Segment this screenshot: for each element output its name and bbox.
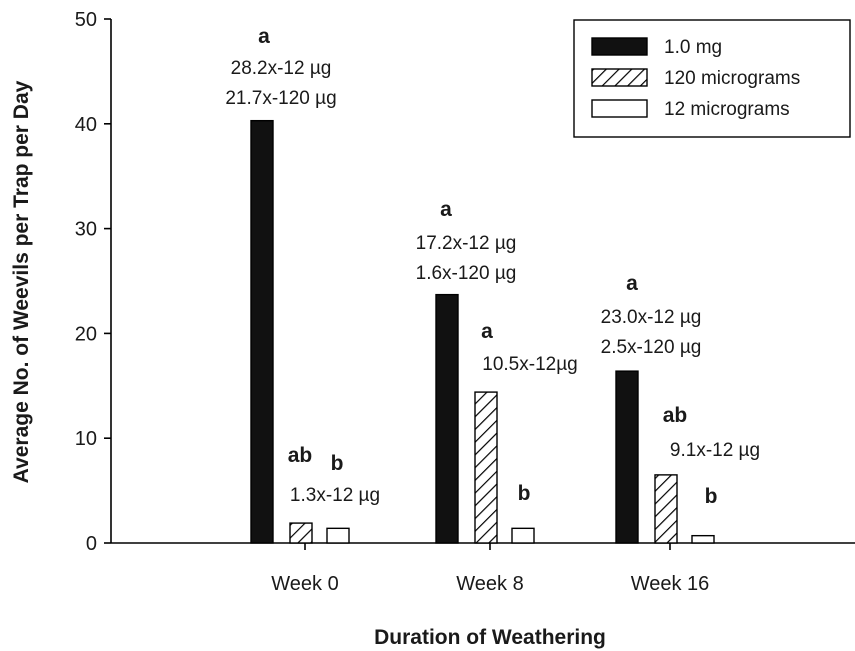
significance-letter: b bbox=[331, 452, 344, 475]
bars-group bbox=[250, 119, 715, 544]
y-tick-label: 20 bbox=[75, 323, 97, 345]
bar-solid-0 bbox=[250, 119, 274, 544]
bar-hatch-0 bbox=[289, 522, 313, 544]
ratio-label: 10.5x-12µg bbox=[482, 354, 577, 375]
bar-hatch-1 bbox=[474, 391, 498, 544]
significance-letter: a bbox=[626, 272, 638, 295]
significance-letter: b bbox=[705, 485, 718, 508]
legend-label: 120 micrograms bbox=[664, 68, 800, 89]
legend-label: 12 micrograms bbox=[664, 99, 790, 120]
bar-empty-2 bbox=[691, 534, 715, 544]
x-tick-label: Week 0 bbox=[271, 573, 338, 595]
y-tick-label: 10 bbox=[75, 428, 97, 450]
y-tick-label: 0 bbox=[86, 533, 97, 555]
bar-empty-0 bbox=[326, 527, 350, 544]
x-tick-label: Week 8 bbox=[456, 573, 523, 595]
y-tick-label: 30 bbox=[75, 219, 97, 241]
legend-swatch-empty bbox=[591, 99, 648, 118]
ratio-label: 9.1x-12 µg bbox=[670, 440, 760, 461]
axes: 0 10 20 30 40 50 Week 0 Week 8 Week 16 bbox=[75, 9, 855, 595]
legend-label: 1.0 mg bbox=[664, 37, 722, 58]
y-axis-title: Average No. of Weevils per Trap per Day bbox=[10, 80, 33, 483]
significance-letter: ab bbox=[288, 444, 313, 467]
y-tick-label: 40 bbox=[75, 114, 97, 136]
ratio-label: 2.5x-120 µg bbox=[601, 337, 702, 358]
significance-letter: b bbox=[518, 482, 531, 505]
significance-letter: a bbox=[440, 198, 452, 221]
bar-hatch-2 bbox=[654, 474, 678, 544]
ratio-label: 1.6x-120 µg bbox=[416, 263, 517, 284]
legend-swatch-solid bbox=[591, 37, 648, 56]
significance-letter: a bbox=[258, 25, 270, 48]
legend: 1.0 mg 120 micrograms 12 micrograms bbox=[573, 19, 851, 138]
ratio-label: 17.2x-12 µg bbox=[416, 233, 517, 254]
bar-solid-1 bbox=[435, 293, 459, 544]
significance-letter: ab bbox=[663, 404, 688, 427]
x-tick-label: Week 16 bbox=[631, 573, 710, 595]
x-axis-title: Duration of Weathering bbox=[374, 626, 606, 649]
ratio-label: 21.7x-120 µg bbox=[225, 88, 336, 109]
significance-letter: a bbox=[481, 320, 493, 343]
ratio-label: 1.3x-12 µg bbox=[290, 485, 380, 506]
bar-solid-2 bbox=[615, 370, 639, 544]
bar-empty-1 bbox=[511, 527, 535, 544]
legend-swatch-hatch bbox=[591, 68, 648, 87]
ratio-label: 23.0x-12 µg bbox=[601, 307, 702, 328]
ratio-label: 28.2x-12 µg bbox=[231, 58, 332, 79]
y-tick-label: 50 bbox=[75, 9, 97, 31]
